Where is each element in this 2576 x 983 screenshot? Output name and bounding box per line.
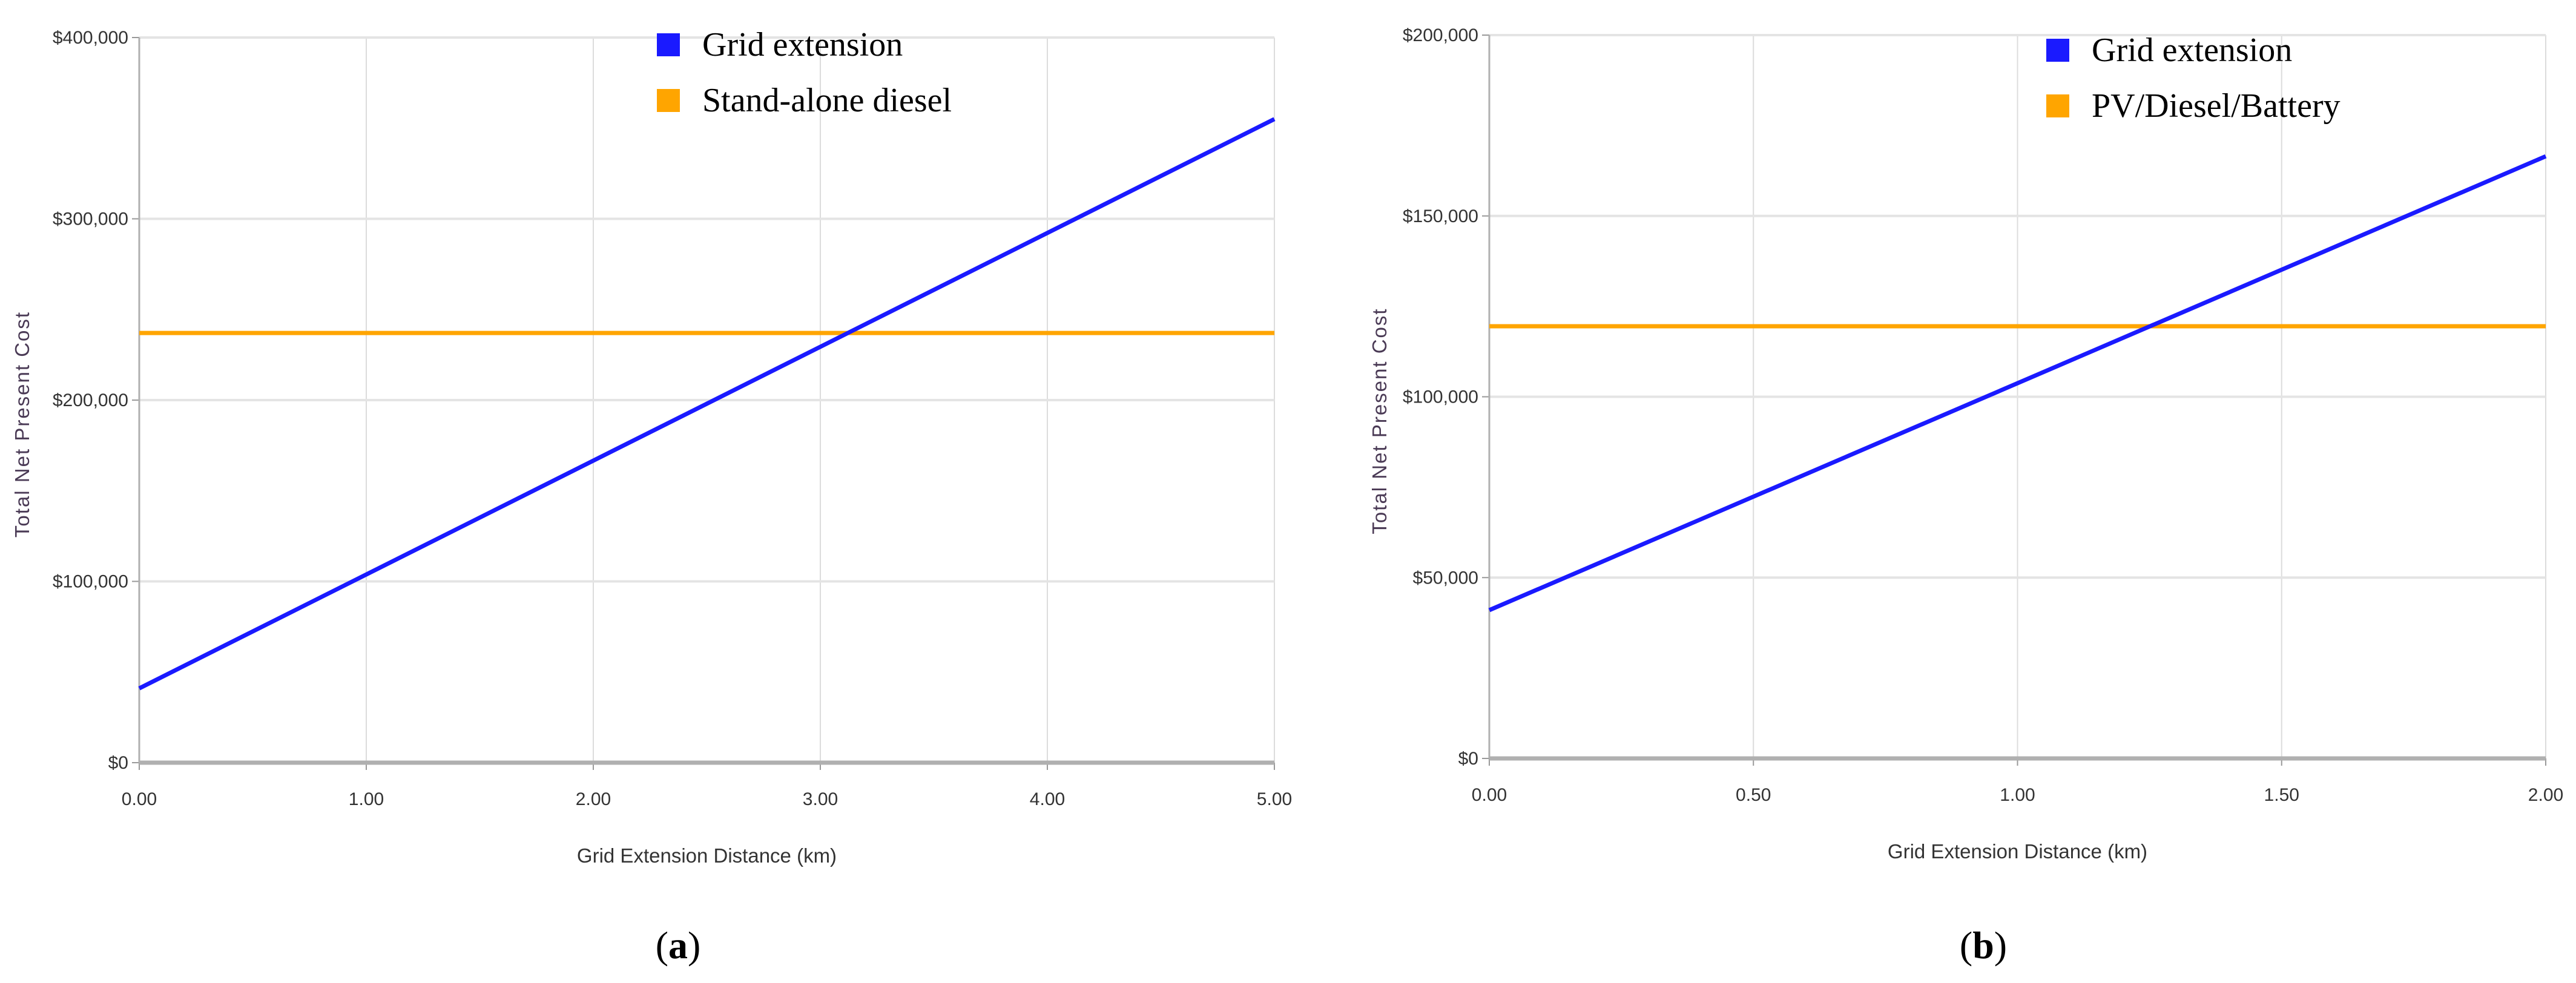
panel-caption: (a) xyxy=(656,924,701,967)
y-tick-label: $100,000 xyxy=(53,572,128,592)
legend-swatch xyxy=(657,89,680,112)
y-tick-label: $100,000 xyxy=(1403,387,1478,407)
series-line-grid-extension xyxy=(1488,154,2547,613)
y-tick-label: $400,000 xyxy=(53,28,128,48)
chart-panel-a: 0.00 1.00 2.00 3.00 4.00 5.00 $0 $100,000 $200,0… xyxy=(11,26,1292,967)
legend-swatch xyxy=(2046,39,2069,62)
y-axis-title: Total Net Present Cost xyxy=(1368,307,1391,534)
x-tick-label: 4.00 xyxy=(1030,789,1065,809)
caption-close-paren: ) xyxy=(688,924,700,967)
y-tick-label: $150,000 xyxy=(1403,206,1478,226)
x-tick-label: 1.50 xyxy=(2264,785,2299,805)
legend-label: Grid extension xyxy=(702,26,903,64)
caption-close-paren: ) xyxy=(1994,924,2007,967)
caption-letter: b xyxy=(1972,924,1994,967)
legend: Grid extension Stand-alone diesel xyxy=(657,26,952,119)
y-axis-title: Total Net Present Cost xyxy=(11,311,33,538)
chart-panel-b: 0.00 0.50 1.00 1.50 2.00 $0 $50,000 $100,000 $15… xyxy=(1368,25,2563,967)
x-tick-label: 0.50 xyxy=(1736,785,1771,805)
y-tick-label: $0 xyxy=(108,753,128,773)
x-axis-title: Grid Extension Distance (km) xyxy=(1888,840,2147,863)
x-tick-label: 2.00 xyxy=(576,789,611,809)
x-tick-label: 3.00 xyxy=(803,789,838,809)
x-tick-label: 1.00 xyxy=(349,789,384,809)
legend-swatch xyxy=(2046,94,2069,117)
legend: Grid extension PV/Diesel/Battery xyxy=(2046,31,2340,125)
x-tick-label: 0.00 xyxy=(1472,785,1507,805)
y-tick-label: $0 xyxy=(1458,749,1478,769)
x-tick-label: 1.00 xyxy=(2000,785,2035,805)
x-tick-label: 5.00 xyxy=(1257,789,1292,809)
x-tick-label: 2.00 xyxy=(2528,785,2563,805)
y-tick-label: $200,000 xyxy=(53,390,128,410)
y-tick-label: $50,000 xyxy=(1413,568,1478,588)
caption-open-paren: ( xyxy=(1960,924,1972,967)
y-tick-label: $200,000 xyxy=(1403,25,1478,45)
legend-swatch xyxy=(657,33,680,56)
x-axis-title: Grid Extension Distance (km) xyxy=(577,844,837,867)
x-tick-label: 0.00 xyxy=(122,789,157,809)
caption-open-paren: ( xyxy=(656,924,668,967)
caption-letter: a xyxy=(668,924,688,967)
series-line-grid-extension xyxy=(138,117,1276,691)
legend-label: PV/Diesel/Battery xyxy=(2092,87,2340,125)
legend-label: Stand-alone diesel xyxy=(702,82,952,119)
y-tick-label: $300,000 xyxy=(53,209,128,229)
panel-caption: (b) xyxy=(1960,924,2007,967)
legend-label: Grid extension xyxy=(2092,31,2292,69)
